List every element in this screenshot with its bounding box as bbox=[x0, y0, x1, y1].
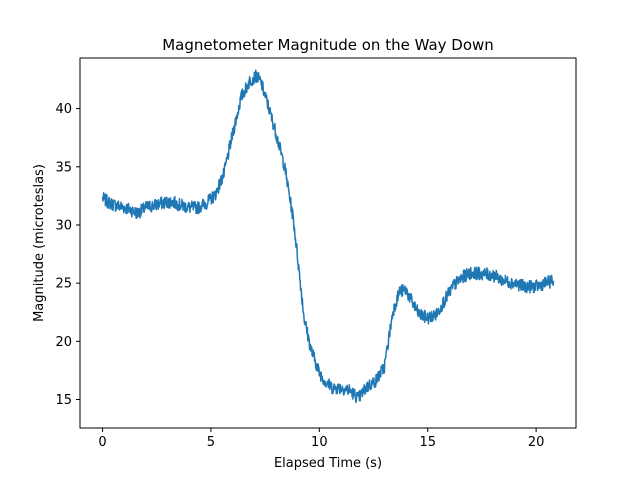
plot-frame bbox=[79, 57, 577, 429]
x-axis-label: Elapsed Time (s) bbox=[274, 456, 382, 471]
x-tick-label: 10 bbox=[311, 435, 328, 450]
y-tick-label: 40 bbox=[55, 102, 72, 117]
x-tick-label: 5 bbox=[207, 435, 215, 450]
series-layer bbox=[101, 69, 555, 404]
x-axis: 0 5 10 15 20 bbox=[98, 428, 544, 450]
chart-title: Magnetometer Magnitude on the Way Down bbox=[162, 36, 494, 54]
y-tick-label: 15 bbox=[55, 393, 72, 408]
series-line bbox=[101, 69, 555, 404]
x-tick-label: 20 bbox=[528, 435, 545, 450]
x-tick-label: 15 bbox=[419, 435, 436, 450]
y-tick-label: 35 bbox=[55, 160, 72, 175]
y-tick-label: 30 bbox=[55, 218, 72, 233]
y-axis: 15 20 25 30 35 40 bbox=[55, 102, 80, 408]
x-tick-label: 0 bbox=[98, 435, 106, 450]
y-tick-label: 25 bbox=[55, 277, 72, 292]
y-tick-label: 20 bbox=[55, 335, 72, 350]
y-axis-label: Magnitude (microteslas) bbox=[32, 164, 47, 322]
